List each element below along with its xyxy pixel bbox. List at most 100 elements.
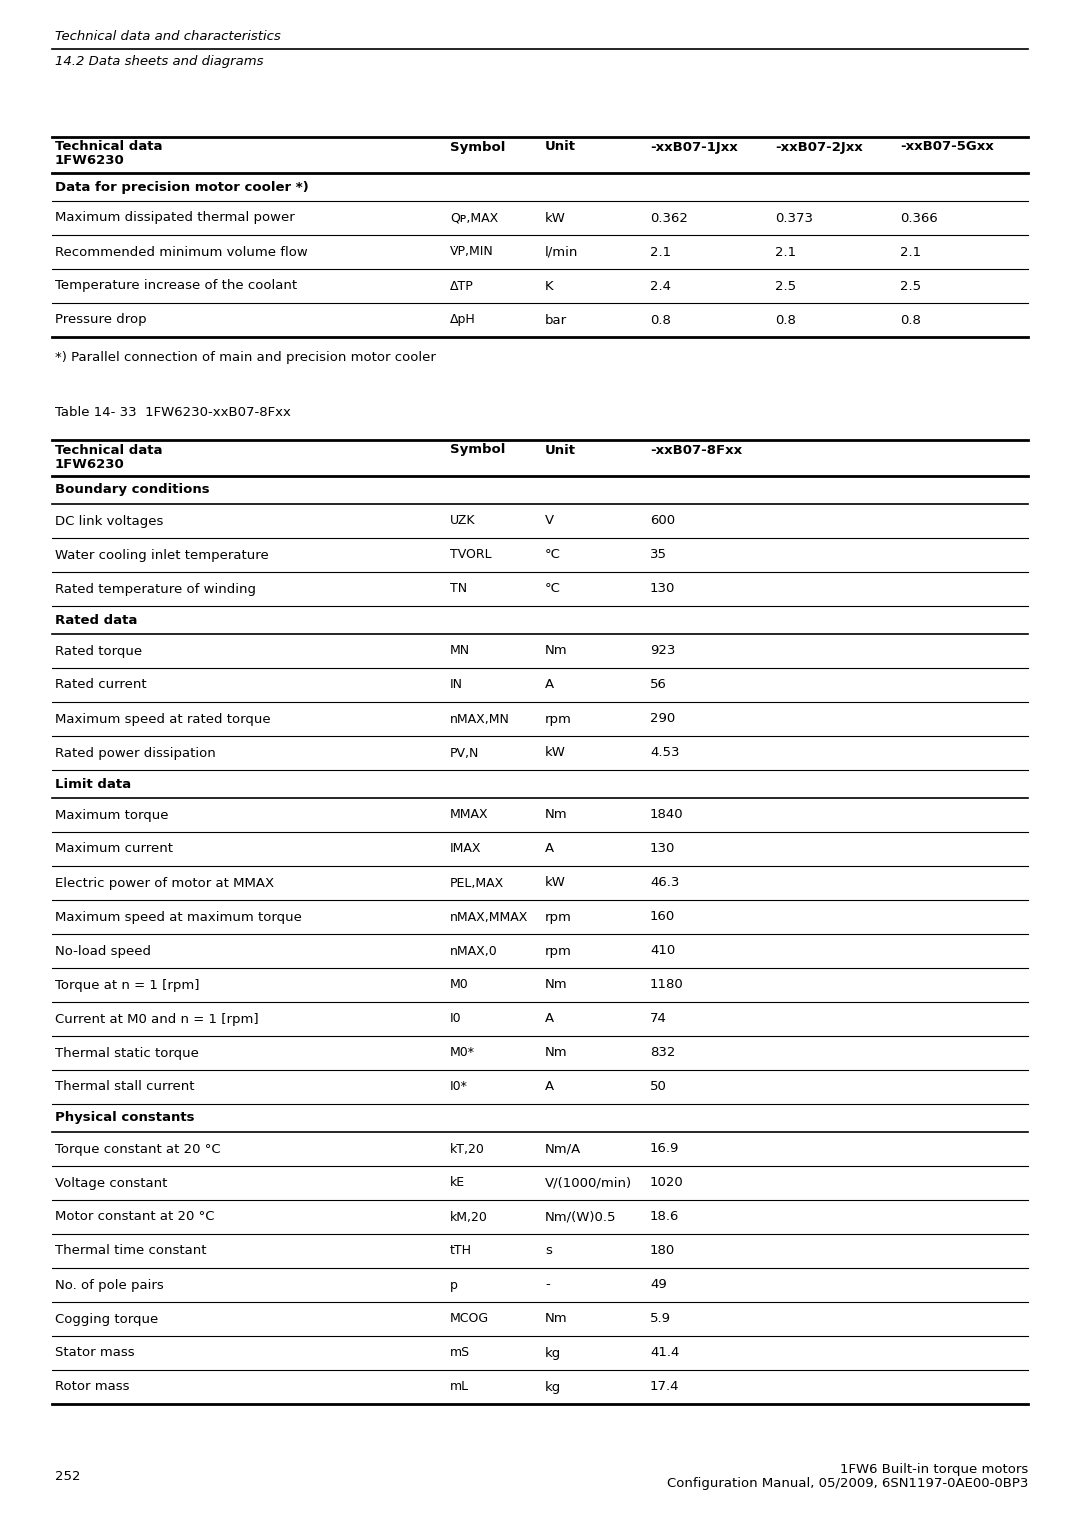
Text: Rated power dissipation: Rated power dissipation	[55, 747, 216, 759]
Text: tTH: tTH	[450, 1245, 472, 1258]
Text: Boundary conditions: Boundary conditions	[55, 484, 210, 496]
Text: Maximum speed at maximum torque: Maximum speed at maximum torque	[55, 910, 302, 924]
Text: kW: kW	[545, 212, 566, 224]
Text: 74: 74	[650, 1012, 666, 1026]
Text: 5.9: 5.9	[650, 1313, 671, 1325]
Text: 14.2 Data sheets and diagrams: 14.2 Data sheets and diagrams	[55, 55, 264, 69]
Text: Symbol: Symbol	[450, 140, 505, 154]
Text: Current at M0 and n = 1 [rpm]: Current at M0 and n = 1 [rpm]	[55, 1012, 258, 1026]
Text: -xxB07-5Gxx: -xxB07-5Gxx	[900, 140, 994, 154]
Text: Nm/A: Nm/A	[545, 1142, 581, 1156]
Text: nMAX,MMAX: nMAX,MMAX	[450, 910, 528, 924]
Text: Rated temperature of winding: Rated temperature of winding	[55, 582, 256, 596]
Text: 35: 35	[650, 548, 667, 562]
Text: 0.362: 0.362	[650, 212, 688, 224]
Text: PV,N: PV,N	[450, 747, 480, 759]
Text: 4.53: 4.53	[650, 747, 679, 759]
Text: Motor constant at 20 °C: Motor constant at 20 °C	[55, 1211, 215, 1223]
Text: mL: mL	[450, 1380, 469, 1394]
Text: Rated data: Rated data	[55, 614, 137, 626]
Text: Recommended minimum volume flow: Recommended minimum volume flow	[55, 246, 308, 258]
Text: MCOG: MCOG	[450, 1313, 489, 1325]
Text: UZK: UZK	[450, 515, 475, 527]
Text: PEL,MAX: PEL,MAX	[450, 876, 504, 890]
Text: DC link voltages: DC link voltages	[55, 515, 163, 527]
Text: s: s	[545, 1245, 552, 1258]
Text: l/min: l/min	[545, 246, 579, 258]
Text: °C: °C	[545, 582, 561, 596]
Text: Configuration Manual, 05/2009, 6SN1197-0AE00-0BP3: Configuration Manual, 05/2009, 6SN1197-0…	[666, 1478, 1028, 1490]
Text: Maximum current: Maximum current	[55, 843, 173, 855]
Text: 832: 832	[650, 1046, 675, 1060]
Text: Voltage constant: Voltage constant	[55, 1176, 167, 1190]
Text: 46.3: 46.3	[650, 876, 679, 890]
Text: 49: 49	[650, 1278, 666, 1292]
Text: 1840: 1840	[650, 808, 684, 822]
Text: Technical data: Technical data	[55, 443, 162, 457]
Text: 0.8: 0.8	[900, 313, 921, 327]
Text: I0*: I0*	[450, 1081, 468, 1093]
Text: Maximum speed at rated torque: Maximum speed at rated torque	[55, 713, 271, 725]
Text: V: V	[545, 515, 554, 527]
Text: -xxB07-2Jxx: -xxB07-2Jxx	[775, 140, 863, 154]
Text: Temperature increase of the coolant: Temperature increase of the coolant	[55, 279, 297, 293]
Text: 1180: 1180	[650, 979, 684, 991]
Text: rpm: rpm	[545, 713, 572, 725]
Text: 0.8: 0.8	[650, 313, 671, 327]
Text: 2.1: 2.1	[775, 246, 796, 258]
Text: Technical data and characteristics: Technical data and characteristics	[55, 31, 281, 43]
Text: M0: M0	[450, 979, 469, 991]
Text: Rated torque: Rated torque	[55, 644, 143, 658]
Text: 160: 160	[650, 910, 675, 924]
Text: IMAX: IMAX	[450, 843, 482, 855]
Text: 2.4: 2.4	[650, 279, 671, 293]
Text: MN: MN	[450, 644, 470, 658]
Text: Torque constant at 20 °C: Torque constant at 20 °C	[55, 1142, 220, 1156]
Text: Cogging torque: Cogging torque	[55, 1313, 159, 1325]
Text: Rotor mass: Rotor mass	[55, 1380, 130, 1394]
Text: 17.4: 17.4	[650, 1380, 679, 1394]
Text: 50: 50	[650, 1081, 666, 1093]
Text: Symbol: Symbol	[450, 443, 505, 457]
Text: kE: kE	[450, 1176, 465, 1190]
Text: Technical data: Technical data	[55, 140, 162, 154]
Text: TN: TN	[450, 582, 468, 596]
Text: Unit: Unit	[545, 140, 576, 154]
Text: No-load speed: No-load speed	[55, 945, 151, 957]
Text: A: A	[545, 843, 554, 855]
Text: ΔpH: ΔpH	[450, 313, 476, 327]
Text: 923: 923	[650, 644, 675, 658]
Text: 0.373: 0.373	[775, 212, 813, 224]
Text: Nm: Nm	[545, 979, 568, 991]
Text: Thermal stall current: Thermal stall current	[55, 1081, 194, 1093]
Text: -xxB07-8Fxx: -xxB07-8Fxx	[650, 443, 742, 457]
Text: bar: bar	[545, 313, 567, 327]
Text: 0.8: 0.8	[775, 313, 796, 327]
Text: 130: 130	[650, 582, 675, 596]
Text: Thermal time constant: Thermal time constant	[55, 1245, 206, 1258]
Text: kW: kW	[545, 747, 566, 759]
Text: Rated current: Rated current	[55, 678, 147, 692]
Text: Data for precision motor cooler *): Data for precision motor cooler *)	[55, 180, 309, 194]
Text: Nm: Nm	[545, 808, 568, 822]
Text: MMAX: MMAX	[450, 808, 488, 822]
Text: 1FW6 Built-in torque motors: 1FW6 Built-in torque motors	[840, 1463, 1028, 1477]
Text: Torque at n = 1 [rpm]: Torque at n = 1 [rpm]	[55, 979, 200, 991]
Text: 2.5: 2.5	[775, 279, 796, 293]
Text: Nm: Nm	[545, 644, 568, 658]
Text: ΔTP: ΔTP	[450, 279, 474, 293]
Text: 290: 290	[650, 713, 675, 725]
Text: Nm: Nm	[545, 1046, 568, 1060]
Text: 56: 56	[650, 678, 666, 692]
Text: IN: IN	[450, 678, 463, 692]
Text: p: p	[450, 1278, 458, 1292]
Text: 2.1: 2.1	[650, 246, 671, 258]
Text: rpm: rpm	[545, 945, 572, 957]
Text: -xxB07-1Jxx: -xxB07-1Jxx	[650, 140, 738, 154]
Text: 18.6: 18.6	[650, 1211, 679, 1223]
Text: rpm: rpm	[545, 910, 572, 924]
Text: 2.1: 2.1	[900, 246, 921, 258]
Text: 410: 410	[650, 945, 675, 957]
Text: 1FW6230: 1FW6230	[55, 458, 125, 470]
Text: 0.366: 0.366	[900, 212, 937, 224]
